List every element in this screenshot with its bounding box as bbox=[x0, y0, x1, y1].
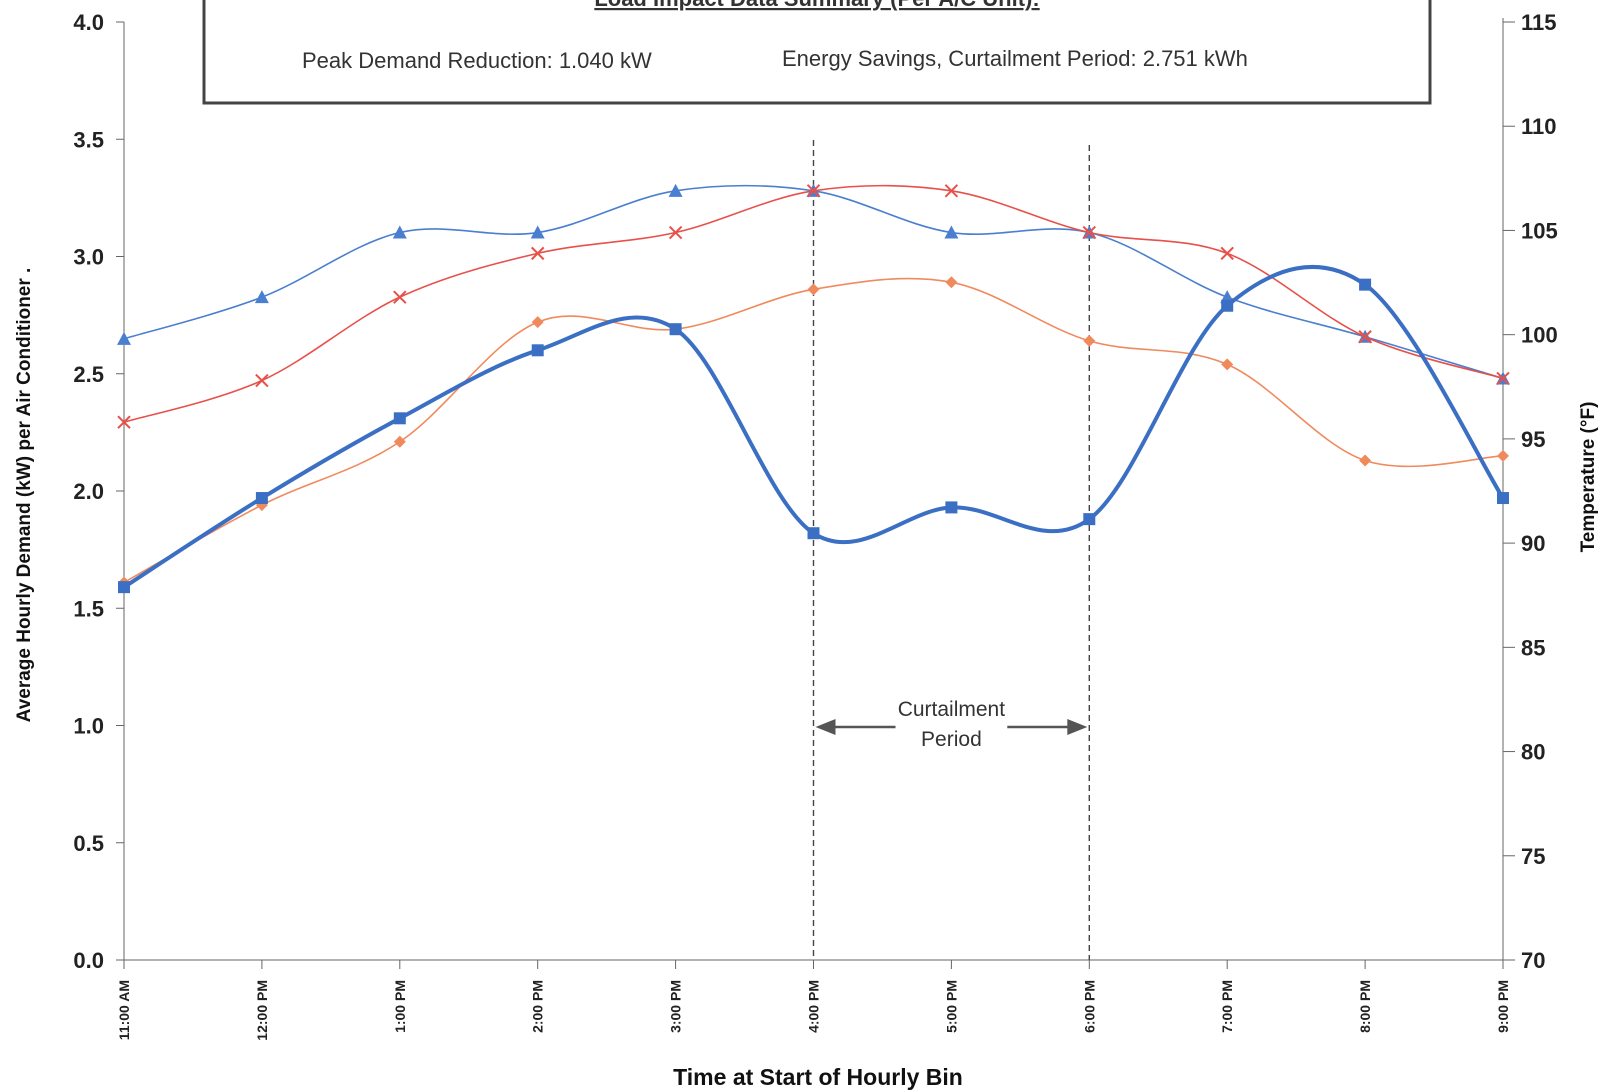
data-point-diamond bbox=[531, 316, 544, 329]
data-point-square bbox=[531, 344, 544, 357]
y-tick-label: 1.5 bbox=[73, 596, 104, 621]
x-tick-label: 4:00 PM bbox=[806, 980, 822, 1033]
y-tick-label: 0.5 bbox=[73, 831, 104, 856]
x-tick-label: 9:00 PM bbox=[1495, 980, 1511, 1033]
summary-box: Load Impact Data Summary (Per A/C Unit):… bbox=[202, 0, 1432, 105]
curtailment-label-line2: Period bbox=[921, 728, 982, 751]
x-tick-label: 6:00 PM bbox=[1081, 980, 1097, 1033]
curtailment-arrows bbox=[815, 719, 1088, 735]
y-tick-label: 4.0 bbox=[73, 10, 104, 35]
y-axis-title: Average Hourly Demand (kW) per Air Condi… bbox=[14, 268, 35, 723]
data-point-diamond bbox=[945, 276, 958, 289]
data-point-x bbox=[530, 246, 545, 261]
data-point-square bbox=[807, 527, 820, 540]
series-square bbox=[118, 264, 1509, 594]
data-point-x bbox=[806, 184, 821, 198]
data-point-x bbox=[944, 184, 959, 198]
data-point-square bbox=[1359, 278, 1372, 291]
arrow-left-head bbox=[815, 719, 836, 735]
y2-tick-label: 110 bbox=[1521, 114, 1557, 139]
y2-axis-title: Temperature (°F) bbox=[1578, 402, 1599, 553]
arrow-right-head bbox=[1067, 719, 1088, 735]
y-tick-label: 1.0 bbox=[73, 714, 104, 739]
y2-tick-label: 100 bbox=[1521, 323, 1558, 348]
data-point-diamond bbox=[1497, 449, 1509, 462]
left-axis-ticks: 0.0 0.5 1.0 1.5 2.0 2.5 3.0 3.5 4.0 bbox=[73, 10, 124, 973]
series-layer bbox=[117, 183, 1510, 594]
data-point-square bbox=[1083, 513, 1096, 526]
data-point-diamond bbox=[1083, 334, 1096, 347]
data-point-square bbox=[945, 501, 958, 514]
data-point-triangle bbox=[944, 225, 959, 239]
data-point-x bbox=[1358, 330, 1372, 344]
y-tick-label: 3.0 bbox=[73, 245, 104, 270]
data-point-square bbox=[255, 492, 268, 505]
data-point-triangle bbox=[117, 331, 131, 345]
data-point-x bbox=[1220, 246, 1234, 261]
data-point-diamond bbox=[807, 283, 820, 296]
curtailment-label-line1: Curtailment bbox=[898, 698, 1006, 721]
axes: 0.0 0.5 1.0 1.5 2.0 2.5 3.0 3.5 4.0 70 75 80 85 90 95… bbox=[73, 10, 1557, 1041]
data-point-x bbox=[393, 290, 407, 304]
y2-tick-label: 70 bbox=[1521, 948, 1545, 973]
data-point-square bbox=[1497, 492, 1509, 505]
summary-title: Load Impact Data Summary (Per A/C Unit): bbox=[594, 0, 1039, 11]
x-tick-label: 1:00 PM bbox=[392, 980, 408, 1033]
data-point-square bbox=[669, 323, 682, 336]
x-axis-ticks: 11:00 AM 12:00 PM 1:00 PM 2:00 PM 3:00 PM 4:0… bbox=[116, 960, 1511, 1041]
data-point-x bbox=[117, 415, 131, 429]
y2-tick-label: 115 bbox=[1521, 10, 1557, 35]
y-tick-label: 2.5 bbox=[73, 362, 104, 387]
data-point-square bbox=[118, 581, 130, 594]
x-tick-label: 11:00 AM bbox=[116, 980, 132, 1040]
y2-tick-label: 75 bbox=[1521, 844, 1545, 869]
y2-tick-label: 85 bbox=[1521, 635, 1545, 660]
y-tick-label: 0.0 bbox=[73, 948, 104, 973]
x-tick-label: 5:00 PM bbox=[943, 980, 959, 1033]
series-line-square bbox=[122, 264, 1505, 589]
peak-demand-reduction: Peak Demand Reduction: 1.040 kW bbox=[302, 48, 652, 73]
data-point-square bbox=[1221, 299, 1234, 312]
x-tick-label: 7:00 PM bbox=[1219, 980, 1235, 1033]
right-axis-ticks: 70 75 80 85 90 95 100 105 110 115 bbox=[1503, 10, 1558, 973]
data-point-triangle bbox=[254, 290, 269, 304]
data-point-square bbox=[393, 412, 406, 425]
y2-tick-label: 95 bbox=[1521, 427, 1545, 452]
data-point-triangle bbox=[530, 225, 545, 239]
data-point-triangle bbox=[668, 183, 683, 197]
data-point-x bbox=[1082, 225, 1097, 240]
energy-savings: Energy Savings, Curtailment Period: 2.75… bbox=[782, 46, 1248, 71]
y-tick-label: 2.0 bbox=[73, 479, 104, 504]
data-point-diamond bbox=[393, 435, 406, 448]
data-point-x bbox=[255, 373, 269, 388]
x-tick-label: 2:00 PM bbox=[530, 980, 546, 1033]
x-axis-title: Time at Start of Hourly Bin bbox=[673, 1064, 963, 1090]
y2-tick-label: 105 bbox=[1521, 218, 1558, 243]
data-point-diamond bbox=[1359, 454, 1372, 467]
curtailment-period: Curtailment Period bbox=[812, 140, 1091, 960]
data-point-diamond bbox=[1221, 358, 1234, 371]
y-tick-label: 3.5 bbox=[73, 127, 104, 152]
data-point-x bbox=[1496, 371, 1510, 386]
y2-tick-label: 80 bbox=[1521, 740, 1545, 765]
series-x bbox=[117, 184, 1510, 429]
data-point-triangle bbox=[392, 225, 407, 239]
y2-tick-label: 90 bbox=[1521, 531, 1545, 556]
x-tick-label: 8:00 PM bbox=[1357, 980, 1373, 1033]
summary-box-frame bbox=[202, 0, 1432, 105]
x-tick-label: 3:00 PM bbox=[668, 980, 684, 1033]
data-point-x bbox=[668, 225, 683, 240]
x-tick-label: 12:00 PM bbox=[254, 980, 270, 1041]
